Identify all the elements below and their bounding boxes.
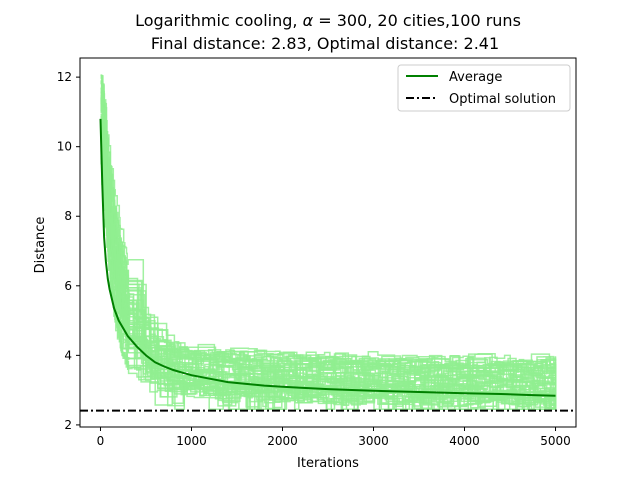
x-axis-label: Iterations xyxy=(297,456,359,471)
legend-optimal-label: Optimal solution xyxy=(449,92,556,107)
x-tick-label: 3000 xyxy=(358,434,389,448)
plot-area xyxy=(80,74,576,412)
average-line-layer xyxy=(99,118,556,397)
y-tick-label: 8 xyxy=(64,209,72,223)
average-line xyxy=(99,118,556,397)
axes-frame xyxy=(79,57,577,428)
legend-box xyxy=(397,64,571,112)
run-line xyxy=(100,127,557,397)
y-tick-label: 4 xyxy=(64,348,72,362)
x-tick-label: 2000 xyxy=(267,434,298,448)
y-tick-label: 6 xyxy=(64,279,72,293)
chart-title-line1: Logarithmic cooling, α = 300, 20 cities,… xyxy=(135,11,521,30)
run-line xyxy=(100,157,557,410)
x-tick-label: 0 xyxy=(97,434,105,448)
chart-title-line2: Final distance: 2.83, Optimal distance: … xyxy=(151,34,499,53)
run-line xyxy=(100,74,557,399)
y-tick-label: 12 xyxy=(57,70,72,84)
y-tick-label: 2 xyxy=(64,418,72,432)
legend-average-label: Average xyxy=(449,70,502,85)
legend: Average Optimal solution xyxy=(397,64,571,112)
y-tick-label: 10 xyxy=(57,140,72,154)
y-axis-label: Distance xyxy=(33,217,48,274)
x-tick-label: 4000 xyxy=(449,434,480,448)
x-tick-label: 5000 xyxy=(540,434,571,448)
x-axis-ticks: 0 1000 2000 3000 4000 5000 xyxy=(97,427,571,448)
y-axis-ticks: 2 4 6 8 10 12 xyxy=(57,70,80,432)
x-tick-label: 1000 xyxy=(176,434,207,448)
run-line xyxy=(100,162,557,386)
